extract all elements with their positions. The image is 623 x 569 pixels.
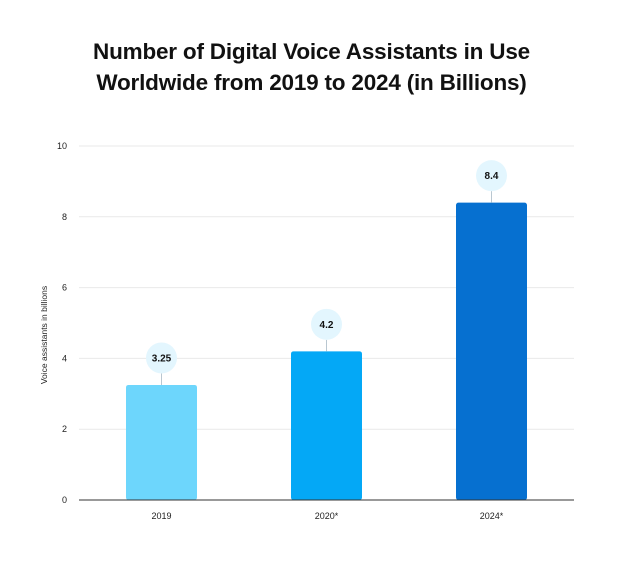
y-tick-label-10: 10 bbox=[57, 141, 67, 151]
y-tick-label-8: 8 bbox=[62, 212, 67, 222]
chart-title: Number of Digital Voice Assistants in Us… bbox=[0, 36, 623, 98]
bars bbox=[126, 202, 527, 500]
data-label-2020*: 4.2 bbox=[320, 320, 334, 331]
chart-title-line-2: Worldwide from 2019 to 2024 (in Billions… bbox=[96, 70, 527, 95]
data-label-2024*: 8.4 bbox=[485, 171, 499, 182]
x-tick-label-2024*: 2024* bbox=[480, 511, 504, 521]
x-axis-ticks: 2019 2020* 2024* bbox=[151, 511, 503, 521]
data-label-bubble-2024* bbox=[476, 160, 507, 192]
data-label-bubble-2020* bbox=[311, 308, 342, 340]
data-label-bubble-2019 bbox=[146, 342, 177, 374]
y-tick-label-2: 2 bbox=[62, 424, 67, 434]
x-tick-label-2019: 2019 bbox=[151, 511, 171, 521]
y-axis-title: Voice assistants in billions bbox=[39, 286, 49, 384]
x-tick-label-2020*: 2020* bbox=[315, 511, 339, 521]
data-labels: 3.25 4.2 8.4 bbox=[146, 160, 507, 385]
bar-2020* bbox=[291, 351, 362, 500]
y-tick-label-0: 0 bbox=[62, 495, 67, 505]
y-axis-ticks: 0 2 4 6 8 10 bbox=[57, 141, 67, 505]
bar-2019 bbox=[126, 384, 197, 500]
y-tick-label-4: 4 bbox=[62, 353, 67, 363]
y-tick-label-6: 6 bbox=[62, 283, 67, 293]
bar-2024* bbox=[456, 202, 527, 500]
data-label-2019: 3.25 bbox=[152, 353, 172, 364]
chart-title-line-1: Number of Digital Voice Assistants in Us… bbox=[93, 39, 530, 64]
